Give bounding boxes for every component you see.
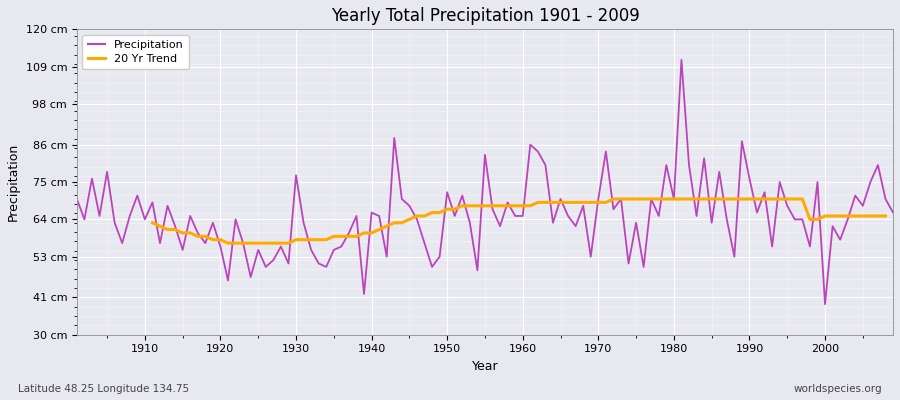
- 20 Yr Trend: [562, 200, 573, 205]
- Legend: Precipitation, 20 Yr Trend: Precipitation, 20 Yr Trend: [83, 35, 189, 70]
- 20 Yr Trend: [608, 196, 619, 201]
- Precipitation: [132, 193, 143, 198]
- 20 Yr Trend: [722, 196, 733, 201]
- Y-axis label: Precipitation: Precipitation: [7, 143, 20, 221]
- 20 Yr Trend: [880, 214, 891, 218]
- 20 Yr Trend: [623, 196, 634, 201]
- Precipitation: [887, 210, 898, 215]
- X-axis label: Year: Year: [472, 360, 499, 373]
- 20 Yr Trend: [502, 203, 513, 208]
- Precipitation: [676, 58, 687, 62]
- Line: 20 Yr Trend: 20 Yr Trend: [152, 199, 886, 243]
- Text: Latitude 48.25 Longitude 134.75: Latitude 48.25 Longitude 134.75: [18, 384, 189, 394]
- Precipitation: [608, 207, 619, 212]
- Precipitation: [71, 196, 82, 201]
- Precipitation: [518, 214, 528, 218]
- Precipitation: [344, 230, 355, 235]
- Precipitation: [820, 302, 831, 307]
- 20 Yr Trend: [222, 241, 233, 246]
- Text: worldspecies.org: worldspecies.org: [794, 384, 882, 394]
- Title: Yearly Total Precipitation 1901 - 2009: Yearly Total Precipitation 1901 - 2009: [330, 7, 639, 25]
- Precipitation: [509, 214, 520, 218]
- Line: Precipitation: Precipitation: [76, 60, 893, 304]
- 20 Yr Trend: [193, 234, 203, 239]
- 20 Yr Trend: [208, 237, 219, 242]
- Precipitation: [298, 220, 309, 225]
- 20 Yr Trend: [147, 220, 158, 225]
